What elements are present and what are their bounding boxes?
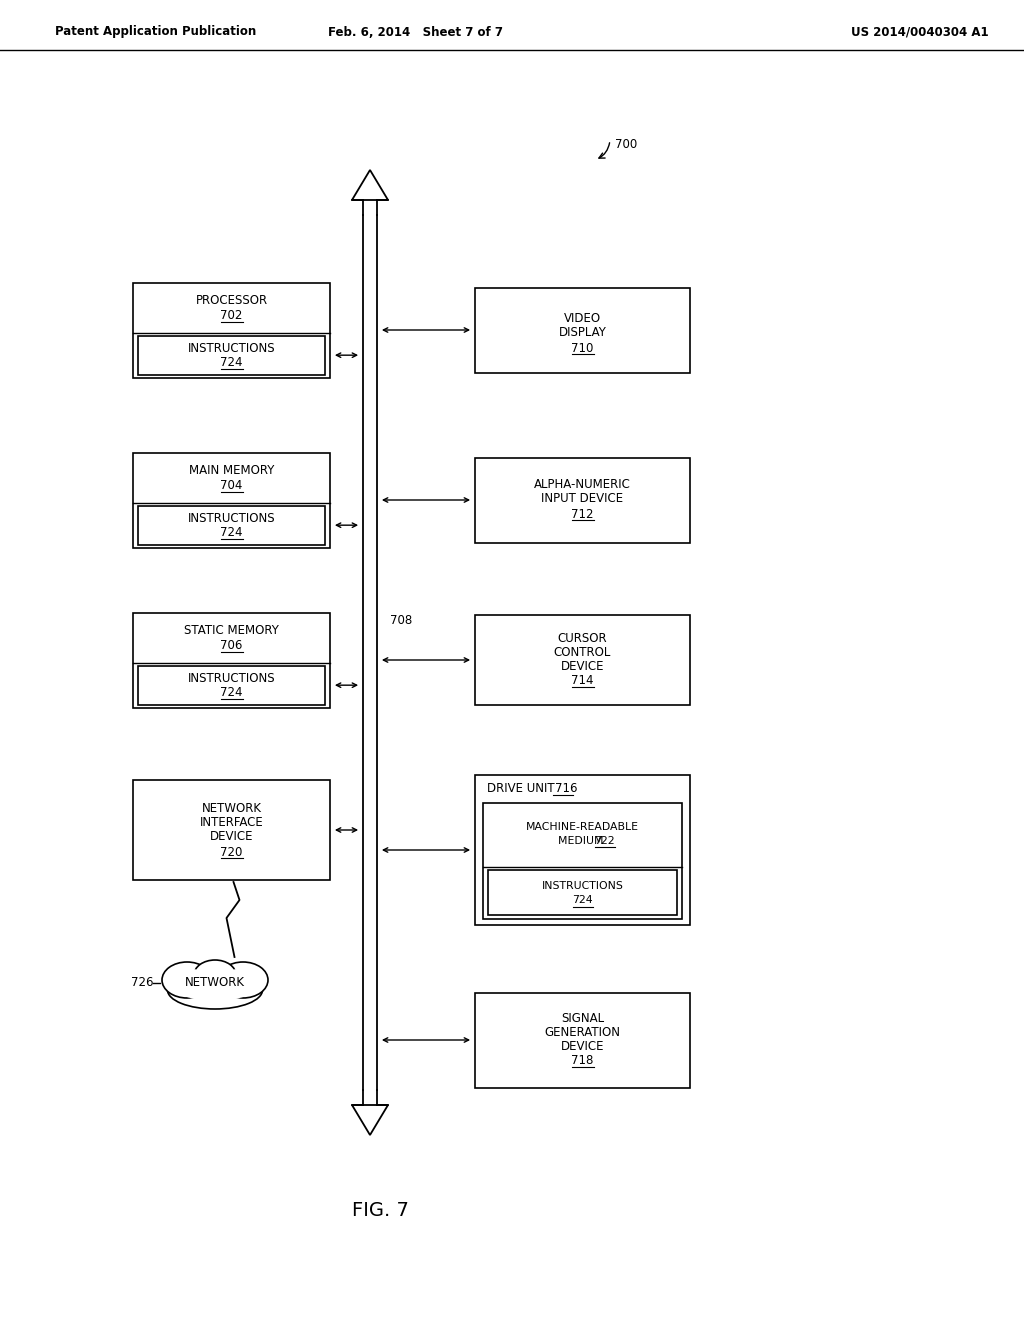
Ellipse shape	[168, 972, 262, 1008]
Text: INSTRUCTIONS: INSTRUCTIONS	[187, 672, 275, 685]
Text: 708: 708	[390, 614, 413, 627]
Bar	[475, 775, 690, 925]
Text: INSTRUCTIONS: INSTRUCTIONS	[542, 880, 624, 891]
Text: DISPLAY: DISPLAY	[558, 326, 606, 338]
Text: 706: 706	[220, 639, 243, 652]
Ellipse shape	[194, 960, 236, 990]
Text: 702: 702	[220, 309, 243, 322]
Text: 704: 704	[220, 479, 243, 492]
Text: 716: 716	[555, 783, 578, 796]
Bar	[475, 288, 690, 372]
Text: Feb. 6, 2014   Sheet 7 of 7: Feb. 6, 2014 Sheet 7 of 7	[328, 25, 503, 38]
Text: US 2014/0040304 A1: US 2014/0040304 A1	[851, 25, 989, 38]
Text: MEDIUM: MEDIUM	[558, 836, 607, 846]
Text: 712: 712	[571, 507, 594, 520]
Ellipse shape	[197, 964, 233, 987]
Text: INSTRUCTIONS: INSTRUCTIONS	[187, 342, 275, 355]
Text: 726: 726	[130, 977, 153, 990]
Text: GENERATION: GENERATION	[545, 1026, 621, 1039]
Ellipse shape	[162, 962, 212, 998]
Text: 714: 714	[571, 675, 594, 688]
Bar	[133, 780, 330, 880]
Bar	[138, 506, 325, 544]
Text: 724: 724	[220, 525, 243, 539]
Ellipse shape	[218, 962, 268, 998]
Text: MACHINE-READABLE: MACHINE-READABLE	[526, 822, 639, 832]
Text: 718: 718	[571, 1055, 594, 1068]
Text: INTERFACE: INTERFACE	[200, 816, 263, 829]
Text: PROCESSOR: PROCESSOR	[196, 294, 267, 308]
Text: MAIN MEMORY: MAIN MEMORY	[188, 465, 274, 477]
Ellipse shape	[218, 969, 260, 995]
Text: INSTRUCTIONS: INSTRUCTIONS	[187, 512, 275, 524]
Bar	[138, 665, 325, 705]
Text: ALPHA-NUMERIC: ALPHA-NUMERIC	[535, 478, 631, 491]
Text: INPUT DEVICE: INPUT DEVICE	[542, 492, 624, 506]
Text: SIGNAL: SIGNAL	[561, 1011, 604, 1024]
Text: 724: 724	[572, 895, 593, 906]
Bar	[133, 453, 330, 548]
Text: 722: 722	[594, 836, 614, 846]
Text: NETWORK: NETWORK	[202, 801, 261, 814]
Bar	[133, 282, 330, 378]
Bar	[475, 993, 690, 1088]
Bar	[475, 458, 690, 543]
Text: DEVICE: DEVICE	[561, 660, 604, 672]
Text: 720: 720	[220, 846, 243, 858]
Text: 724: 724	[220, 355, 243, 368]
Text: DEVICE: DEVICE	[210, 829, 253, 842]
Text: NETWORK: NETWORK	[185, 977, 245, 990]
Ellipse shape	[170, 969, 212, 995]
Text: DEVICE: DEVICE	[561, 1040, 604, 1052]
Text: CURSOR: CURSOR	[558, 631, 607, 644]
Bar	[483, 803, 682, 919]
Text: VIDEO: VIDEO	[564, 312, 601, 325]
Text: 724: 724	[220, 685, 243, 698]
Bar	[133, 612, 330, 708]
Text: CONTROL: CONTROL	[554, 645, 611, 659]
Bar	[475, 615, 690, 705]
Bar	[138, 335, 325, 375]
Text: FIG. 7: FIG. 7	[351, 1200, 409, 1220]
Bar	[488, 870, 677, 915]
Text: 700: 700	[615, 139, 637, 152]
Ellipse shape	[172, 969, 257, 1001]
Text: STATIC MEMORY: STATIC MEMORY	[184, 624, 279, 638]
Text: 710: 710	[571, 342, 594, 355]
Text: Patent Application Publication: Patent Application Publication	[55, 25, 256, 38]
Text: DRIVE UNIT: DRIVE UNIT	[487, 783, 558, 796]
